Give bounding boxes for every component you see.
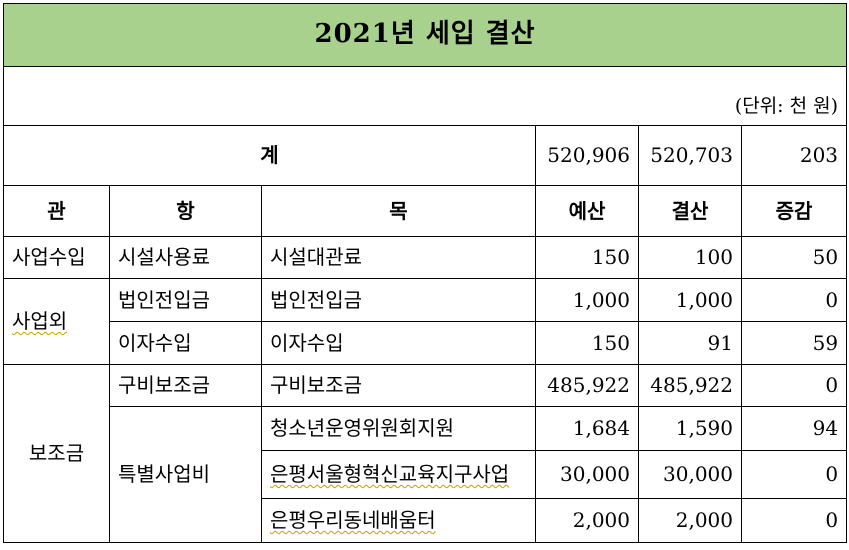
budget-cell: 485,922 — [535, 364, 639, 407]
settlement-cell: 1,000 — [638, 278, 742, 322]
change-cell: 0 — [740, 364, 848, 407]
hang-cell: 시설사용료 — [109, 236, 262, 279]
budget-cell: 2,000 — [535, 498, 639, 543]
budget-cell: 1,000 — [535, 278, 639, 322]
settlement-cell: 1,590 — [638, 406, 742, 451]
header-settlement: 결산 — [638, 185, 742, 237]
table-row: 은평서울형혁신교육지구사업 30,000 30,000 0 — [4, 450, 848, 499]
settlement-cell: 30,000 — [638, 450, 742, 499]
settlement-cell: 485,922 — [638, 364, 742, 407]
change-cell: 0 — [740, 450, 848, 499]
budget-cell: 150 — [535, 236, 639, 279]
mok-cell: 구비보조금 — [261, 364, 536, 407]
header-change: 증감 — [740, 185, 848, 237]
total-label: 계 — [3, 125, 536, 186]
settlement-cell: 2,000 — [638, 498, 742, 543]
header-budget: 예산 — [535, 185, 639, 237]
total-settlement: 520,703 — [638, 125, 742, 186]
mok-cell: 이자수입 — [261, 321, 536, 365]
change-cell: 0 — [740, 498, 848, 543]
header-row: 관 항 목 예산 결산 증감 — [3, 185, 848, 237]
gwan-cell: 사업외 — [12, 309, 68, 333]
table-row: 특별사업비 청소년운영위원회지원 1,684 1,590 94 — [4, 406, 848, 543]
hang-cell: 특별사업비 — [109, 406, 262, 543]
table-row: 사업수입 시설사용료 시설대관료 150 100 50 — [3, 236, 848, 279]
total-change: 203 — [740, 125, 848, 186]
table-row: 은평우리동네배움터 2,000 2,000 0 — [4, 498, 848, 543]
mok-cell: 시설대관료 — [261, 236, 536, 279]
gwan-cell: 보조금 — [3, 364, 110, 543]
hang-cell: 구비보조금 — [109, 364, 262, 407]
total-budget: 520,906 — [535, 125, 639, 186]
table-row: 이자수입 이자수입 150 91 59 — [4, 321, 848, 365]
hang-cell: 법인전입금 — [109, 278, 262, 322]
change-cell: 59 — [740, 321, 848, 365]
table-row: 사업외 법인전입금 법인전입금 1,000 1,000 0 — [3, 278, 848, 365]
hang-cell: 이자수입 — [109, 321, 262, 365]
unit-note: (단위: 천 원) — [2, 66, 848, 126]
revenue-table: 2021년 세입 결산 (단위: 천 원) 계 520,906 520,703 … — [2, 3, 848, 543]
change-cell: 0 — [740, 278, 848, 322]
gwan-cell: 사업수입 — [3, 236, 110, 279]
table-row: 보조금 구비보조금 구비보조금 485,922 485,922 0 — [3, 364, 848, 543]
budget-cell: 150 — [535, 321, 639, 365]
mok-cell: 은평우리동네배움터 — [270, 508, 436, 532]
budget-cell: 30,000 — [535, 450, 639, 499]
table-title: 2021년 세입 결산 — [2, 3, 848, 67]
header-gwan: 관 — [3, 185, 110, 237]
change-cell: 94 — [740, 406, 848, 451]
settlement-cell: 91 — [638, 321, 742, 365]
settlement-cell: 100 — [638, 236, 742, 279]
total-row: 계 520,906 520,703 203 — [3, 125, 848, 186]
header-mok: 목 — [261, 185, 536, 237]
mok-cell: 법인전입금 — [261, 278, 536, 322]
header-hang: 항 — [109, 185, 262, 237]
budget-cell: 1,684 — [535, 406, 639, 451]
mok-cell: 청소년운영위원회지원 — [261, 406, 536, 451]
mok-cell: 은평서울형혁신교육지구사업 — [270, 462, 510, 486]
change-cell: 50 — [740, 236, 848, 279]
